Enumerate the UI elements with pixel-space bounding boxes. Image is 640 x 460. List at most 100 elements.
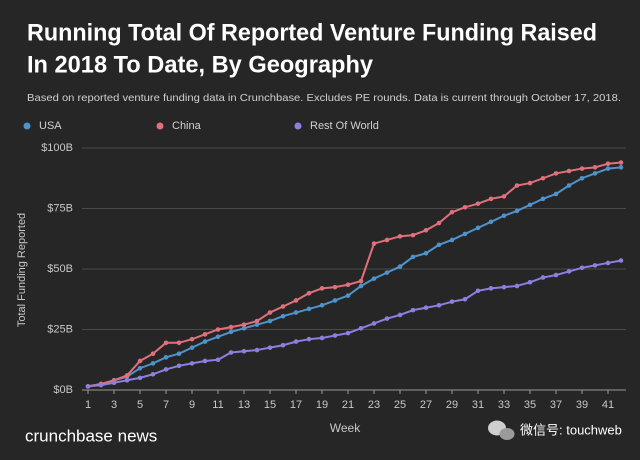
point: [423, 250, 429, 256]
point: [410, 254, 416, 260]
y-tick-label: $25B: [47, 323, 73, 335]
chart-title: Running Total Of Reported Venture Fundin…: [27, 19, 597, 46]
point: [371, 241, 377, 246]
point: [501, 284, 507, 290]
point: [605, 260, 611, 266]
point: [579, 166, 585, 171]
point: [137, 358, 143, 364]
point: [163, 355, 169, 360]
point: [267, 345, 273, 350]
point: [215, 327, 221, 332]
point: [384, 270, 390, 275]
point: [566, 183, 572, 188]
point: [618, 160, 624, 165]
x-tick-label: 1: [85, 399, 91, 411]
x-axis-label: Week: [330, 421, 361, 435]
point: [202, 358, 208, 364]
y-axis-label: Total Funding Reported: [16, 213, 28, 327]
x-tick-label: 41: [602, 399, 614, 411]
legend-marker: [294, 122, 302, 130]
point: [540, 275, 546, 280]
point: [501, 213, 507, 219]
point: [85, 384, 91, 389]
point: [371, 321, 377, 326]
point: [215, 357, 221, 363]
point: [592, 171, 598, 176]
point: [332, 298, 338, 303]
point: [241, 322, 247, 327]
point: [293, 310, 299, 315]
point: [176, 351, 182, 357]
point: [423, 227, 429, 233]
point: [553, 191, 559, 197]
x-tick-label: 39: [576, 399, 588, 411]
point: [501, 194, 507, 199]
legend-marker: [156, 122, 164, 130]
x-tick-label: 33: [498, 399, 510, 411]
point: [280, 342, 286, 348]
legend-label: Rest Of World: [310, 120, 379, 132]
point: [579, 175, 585, 181]
point: [514, 183, 520, 188]
point: [189, 336, 195, 342]
x-tick-label: 21: [342, 399, 354, 411]
point: [436, 242, 442, 248]
y-tick-label: $0B: [53, 384, 73, 396]
point: [176, 340, 182, 346]
point: [98, 382, 104, 388]
point: [306, 336, 312, 342]
point: [618, 165, 624, 170]
point: [137, 365, 143, 371]
point: [189, 361, 195, 366]
point: [397, 234, 403, 239]
x-tick-label: 25: [394, 399, 406, 411]
x-tick-label: 27: [420, 399, 432, 411]
point: [228, 350, 234, 355]
point: [202, 339, 208, 344]
subtitle: Based on reported venture funding data i…: [27, 92, 621, 104]
x-tick-label: 13: [238, 399, 250, 411]
point: [163, 340, 169, 346]
point: [163, 367, 169, 372]
point: [345, 330, 351, 336]
point: [566, 269, 572, 274]
point: [241, 348, 247, 354]
point: [306, 306, 312, 312]
legend-label: China: [172, 120, 202, 132]
point: [215, 334, 221, 340]
y-tick-label: $50B: [47, 263, 73, 275]
point: [254, 322, 260, 327]
point: [618, 258, 624, 263]
point: [553, 171, 559, 176]
point: [540, 196, 546, 202]
point: [423, 305, 429, 311]
point: [540, 175, 546, 181]
point: [254, 347, 260, 353]
point: [293, 298, 299, 303]
point: [449, 237, 455, 243]
x-tick-label: 37: [550, 399, 562, 411]
point: [267, 318, 273, 324]
point: [254, 318, 260, 324]
point: [137, 375, 143, 381]
point: [111, 380, 117, 386]
point: [605, 161, 611, 167]
point: [150, 351, 156, 357]
point: [345, 282, 351, 288]
x-tick-label: 15: [264, 399, 276, 411]
point: [124, 378, 130, 383]
x-tick-label: 29: [446, 399, 458, 411]
point: [280, 313, 286, 319]
x-tick-label: 19: [316, 399, 328, 411]
x-tick-label: 5: [137, 399, 143, 411]
point: [384, 237, 390, 243]
point: [436, 220, 442, 226]
point: [436, 303, 442, 308]
x-tick-label: 17: [290, 399, 302, 411]
point: [462, 231, 468, 237]
point: [280, 304, 286, 309]
point: [462, 204, 468, 210]
point: [475, 225, 481, 231]
x-tick-label: 11: [212, 399, 223, 411]
